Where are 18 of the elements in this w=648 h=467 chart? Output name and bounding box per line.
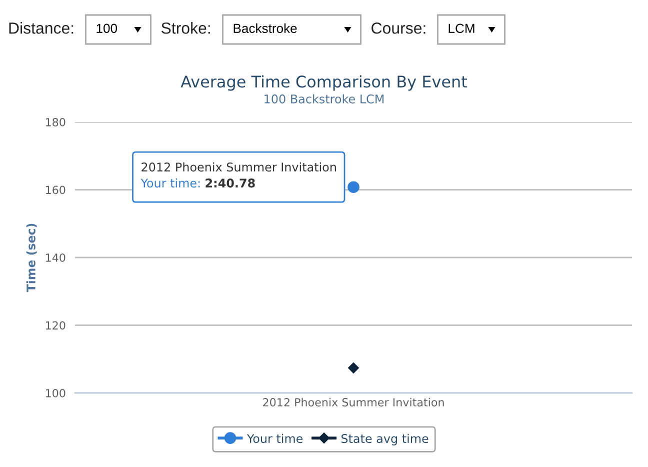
y-tick-label: 140 [46,253,66,262]
text: Distance: [9,22,74,34]
y-axis-title: Time (sec) [26,224,37,292]
text: Course: [372,22,426,34]
x-tick-label: 2012 Phoenix Summer Invitation [263,398,444,406]
text: LCM [448,24,474,34]
annotation: 2012 Phoenix Summer Invitation Your time: 2:40.78 [140,162,336,188]
text: 100 [96,24,118,34]
chart-subtitle: 100 Backstroke LCM [264,94,384,104]
chart-title: Average Time Comparison By Event [180,75,467,91]
y-tick-label: 160 [46,186,66,194]
y-tick-label: 120 [46,321,66,330]
legend-label: Your time [246,434,303,444]
text: Backstroke [234,23,297,34]
y-tick-label: 100 [46,388,66,398]
legend-label: State avg time [341,434,428,446]
text: Stroke: [161,22,210,34]
y-tick-label: 180 [46,118,66,126]
